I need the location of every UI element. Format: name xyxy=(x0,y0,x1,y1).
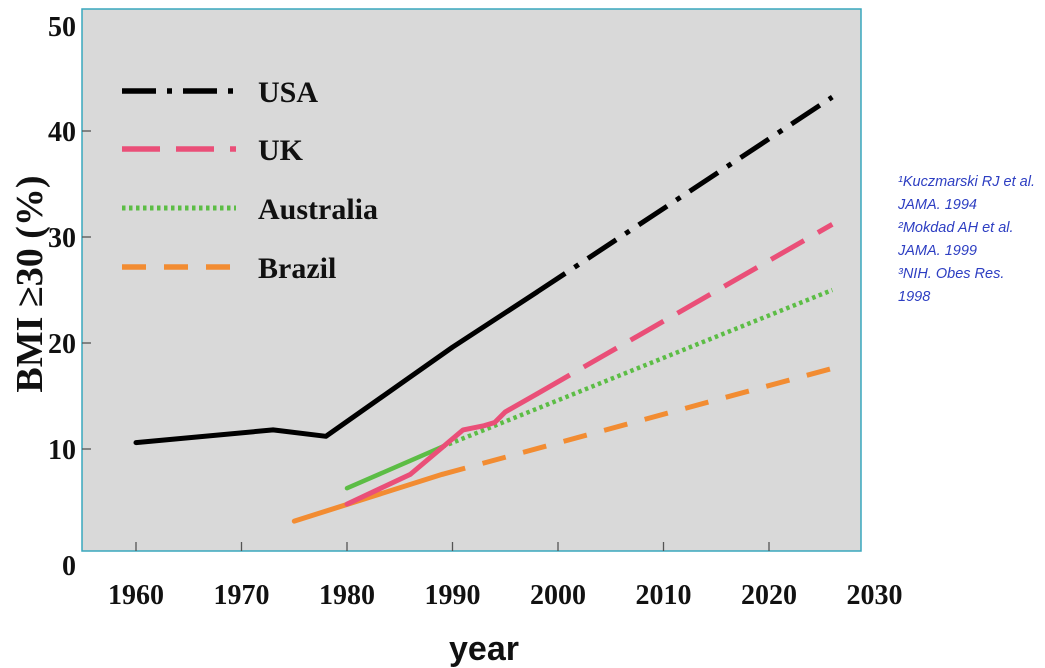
reference-line: JAMA. 1999 xyxy=(898,243,977,259)
x-axis-title: year xyxy=(449,630,519,668)
y-tick-label: 30 xyxy=(48,223,76,254)
x-tick-label: 2010 xyxy=(636,580,692,611)
x-tick-label: 1980 xyxy=(319,580,375,611)
y-axis-title: BMI ≥30 (%) xyxy=(9,175,51,392)
y-tick-label: 40 xyxy=(48,117,76,148)
reference-line: ³NIH. Obes Res. xyxy=(898,266,1005,282)
reference-line: ¹Kuczmarski RJ et al. xyxy=(898,174,1035,190)
y-tick-label: 10 xyxy=(48,435,76,466)
reference-line: JAMA. 1994 xyxy=(898,197,977,213)
reference-line: ²Mokdad AH et al. xyxy=(898,220,1014,236)
x-tick-label: 2020 xyxy=(741,580,797,611)
reference-line: 1998 xyxy=(898,289,931,305)
x-tick-label: 2000 xyxy=(530,580,586,611)
brazil-observed-line xyxy=(291,471,445,524)
legend-label-australia: Australia xyxy=(258,193,378,226)
australia-observed-line xyxy=(344,444,445,491)
y-tick-label: 20 xyxy=(48,329,76,360)
australia-projected-line xyxy=(441,287,834,449)
legend-label-usa: USA xyxy=(258,76,318,109)
y-tick-label: 50 xyxy=(48,12,76,43)
legend-label-uk: UK xyxy=(258,134,304,167)
y-tick-label: 0 xyxy=(62,551,76,582)
references-note: ¹Kuczmarski RJ et al. JAMA. 1994 ²Mokdad… xyxy=(898,171,1038,309)
x-tick-label: 1970 xyxy=(214,580,270,611)
brazil-projected-line xyxy=(441,365,833,477)
x-tick-label: 1990 xyxy=(425,580,481,611)
uk-projected-line xyxy=(535,222,834,397)
uk-observed-line xyxy=(344,391,540,507)
x-tick-label: 1960 xyxy=(108,580,164,611)
usa-observed-line xyxy=(133,289,540,446)
legend-label-brazil: Brazil xyxy=(258,252,336,285)
x-tick-label: 2030 xyxy=(847,580,903,611)
